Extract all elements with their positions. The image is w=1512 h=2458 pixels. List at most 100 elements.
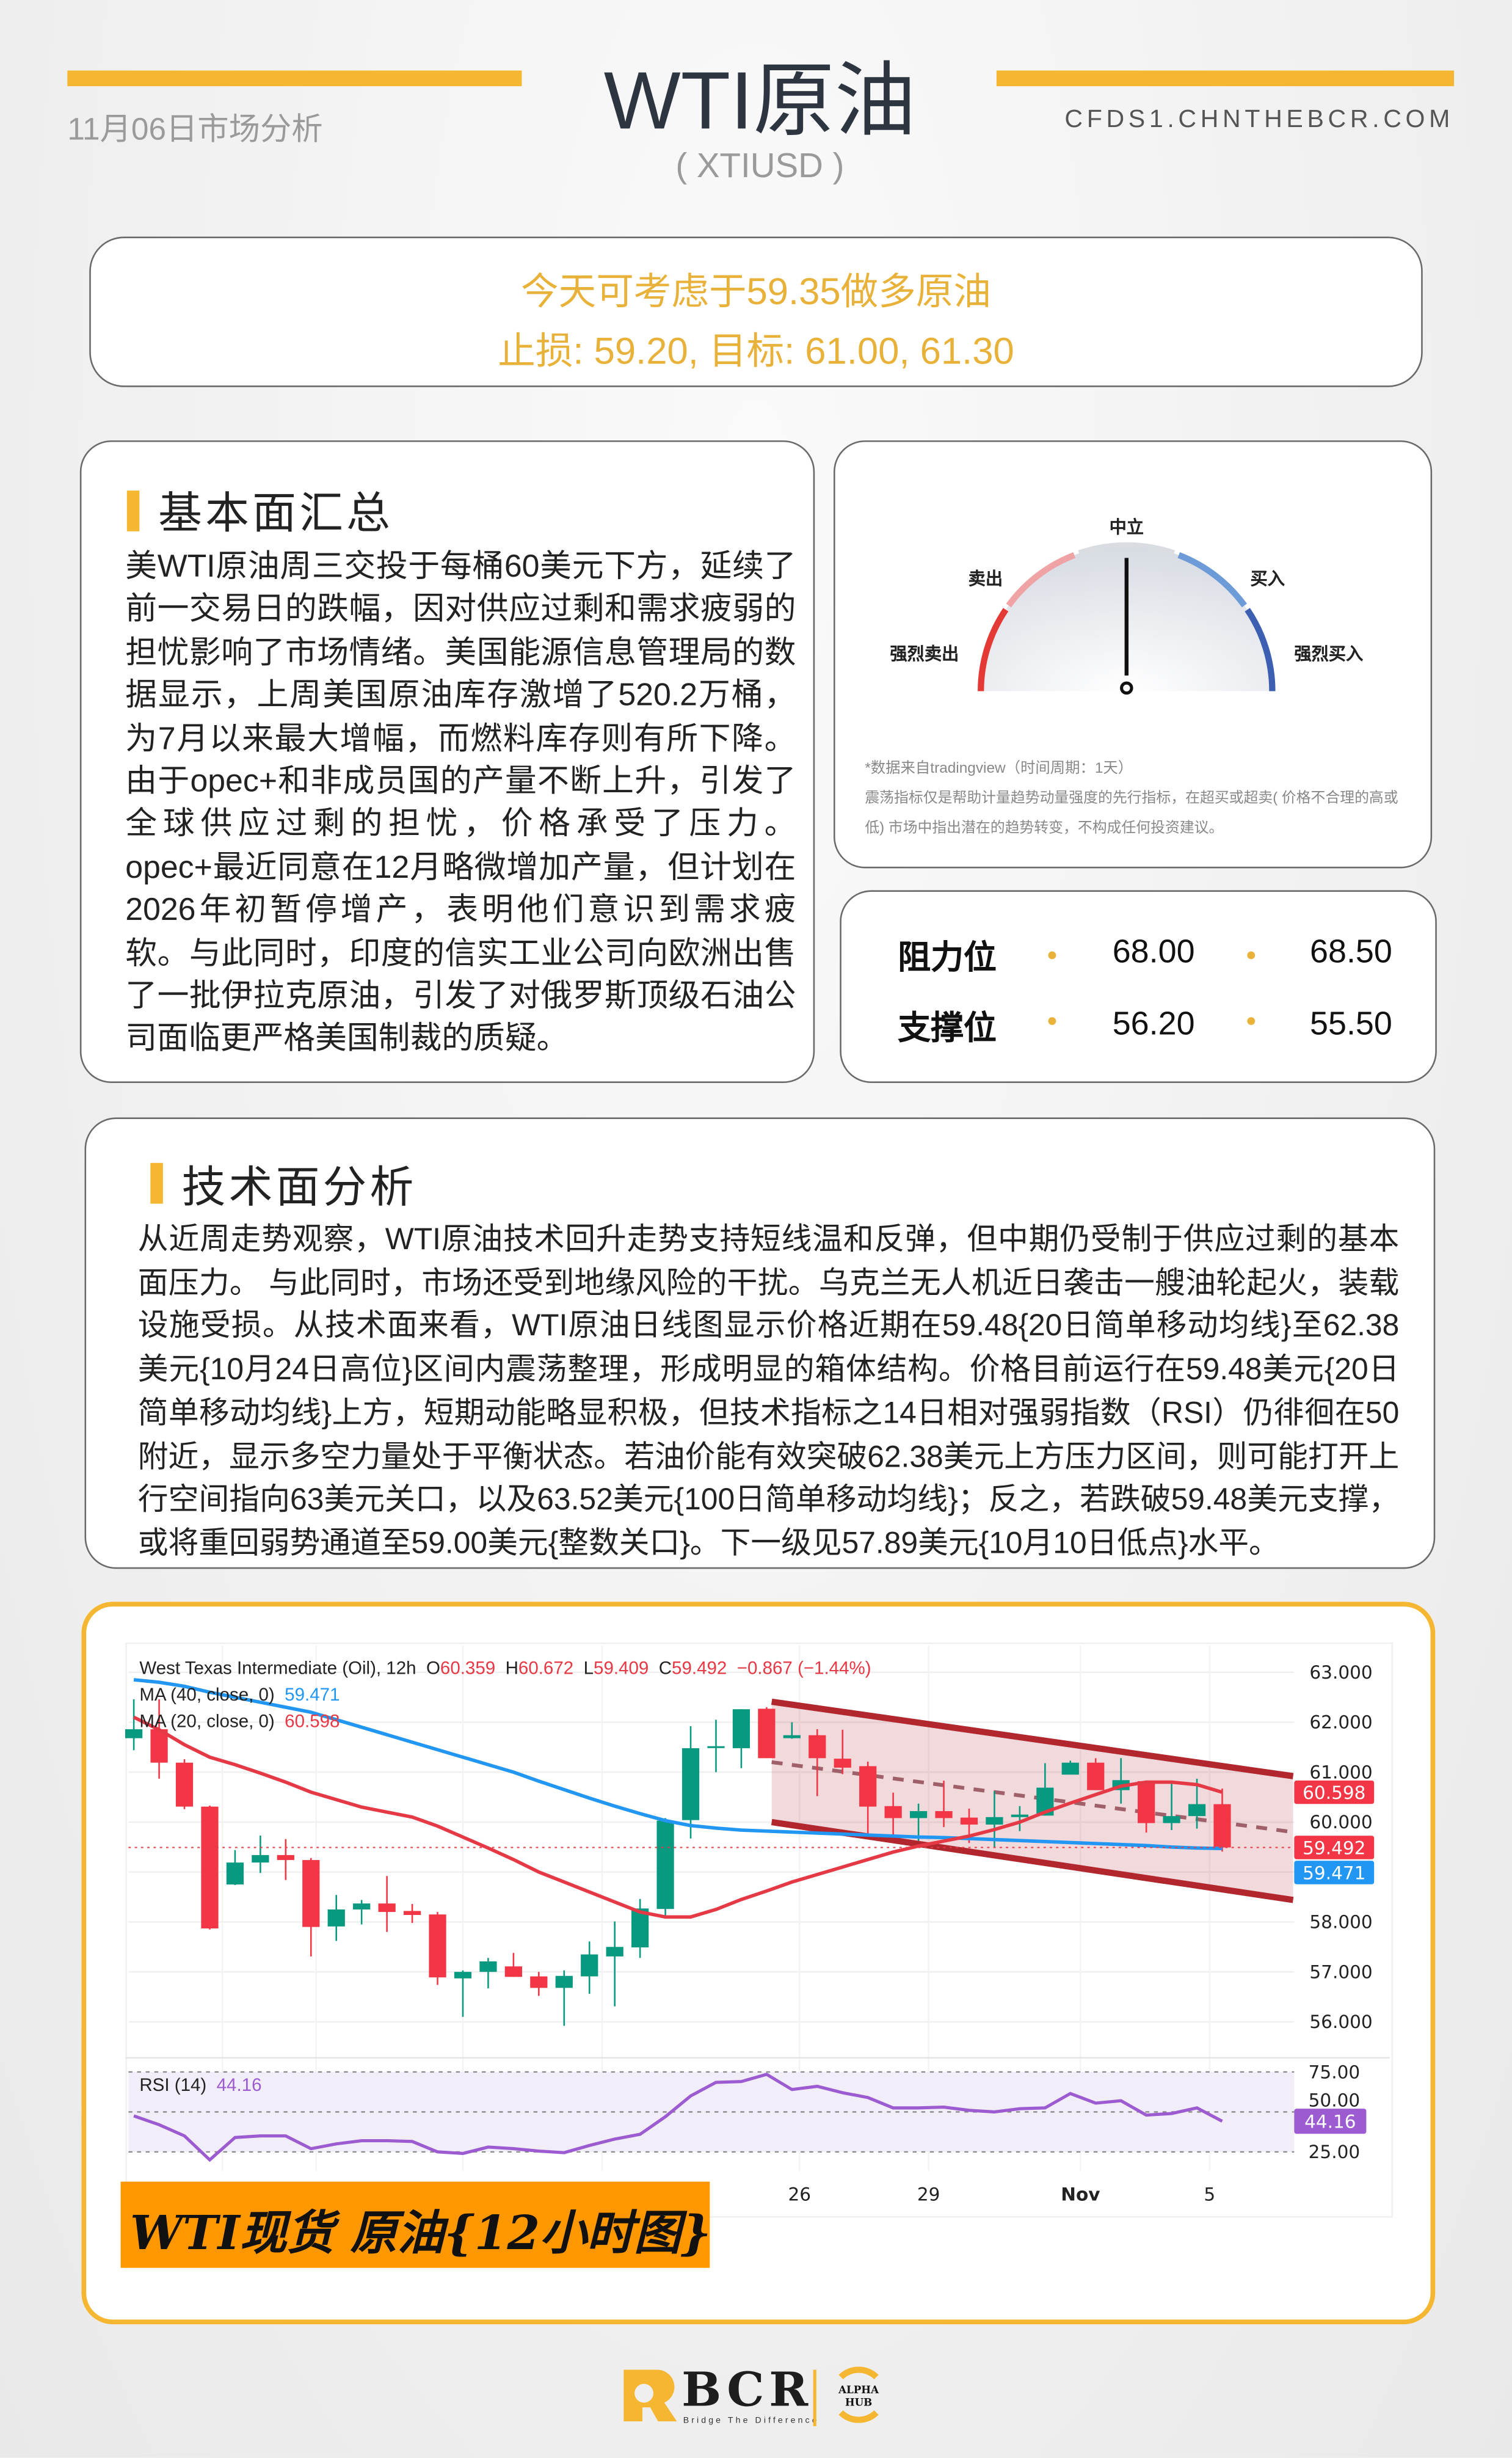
candle	[378, 1876, 396, 1932]
candle-body	[707, 1746, 725, 1748]
candle	[1061, 1760, 1079, 1775]
gauge-segment-strong-buy	[1245, 608, 1276, 691]
candle	[252, 1836, 269, 1873]
footer-divider	[813, 2369, 816, 2426]
resistance-level-1: 68.00	[1112, 934, 1195, 971]
time-axis-label: 29	[917, 2184, 940, 2205]
candle	[783, 1722, 801, 1739]
candle-body	[175, 1762, 194, 1807]
gauge-segment-buy	[1177, 552, 1248, 608]
ma40-line	[133, 1678, 1223, 1851]
candle	[1188, 1778, 1206, 1829]
footer-tagline: Bridge The Difference	[683, 2416, 820, 2426]
candle-body	[1213, 1804, 1231, 1848]
candle-body	[935, 1811, 953, 1818]
candle	[1087, 1758, 1105, 1790]
gauge-source-note: *数据来自tradingview（时间周期：1天）	[865, 760, 1133, 778]
candle	[277, 1839, 294, 1880]
channel-midline	[771, 1760, 1293, 1834]
candle-body	[252, 1854, 269, 1863]
alpha-hub-line1: ALPHA	[838, 2383, 879, 2397]
bullet-dot	[1048, 951, 1056, 960]
candle	[226, 1850, 244, 1885]
chart-caption-box: WTI现货 原油{12小时图}	[120, 2181, 711, 2268]
gauge-label-strong-buy: 强烈买入	[1294, 646, 1364, 665]
ma20-label: MA (20, close, 0)	[139, 1713, 275, 1732]
candle	[555, 1970, 573, 2026]
technical-analysis-card: 技术面分析 从近周走势观察，WTI原油技术回升走势支持短线温和反弹，但中期仍受制…	[84, 1117, 1436, 1569]
alpha-hub-text: ALPHA HUB	[837, 2384, 881, 2409]
candle	[707, 1720, 725, 1773]
candle-body	[1011, 1814, 1028, 1817]
gauge-segment-sell	[1006, 552, 1076, 608]
close-price-tag-bg	[1294, 1836, 1375, 1859]
candle-body	[555, 1975, 573, 1988]
low-value: 59.409	[594, 1660, 649, 1679]
ma40-value: 59.471	[285, 1686, 340, 1705]
ma20-value: 60.598	[285, 1713, 340, 1732]
fundamentals-card: 基本面汇总 美WTI原油周三交投于每桶60美元下方，延续了前一交易日的跌幅，因对…	[79, 440, 815, 1083]
candle	[681, 1726, 700, 1839]
ma40-legend: MA (40, close, 0) 59.471	[139, 1687, 340, 1705]
high-label: H	[505, 1660, 518, 1679]
candle-body	[606, 1947, 623, 1957]
support-level-2: 55.50	[1310, 1006, 1392, 1043]
candle	[884, 1792, 902, 1840]
date-label: 11月06日市场分析	[67, 112, 323, 148]
gauge-label-strong-sell: 强烈卖出	[890, 646, 959, 665]
bullet-dot	[1247, 951, 1256, 960]
candle	[403, 1904, 421, 1924]
gauge-label-sell: 卖出	[968, 570, 1003, 589]
support-label: 支撑位	[898, 1010, 997, 1047]
alpha-hub-line2: HUB	[845, 2396, 873, 2409]
price-axis-label: 62.000	[1309, 1712, 1372, 1733]
candle-body	[809, 1735, 826, 1759]
candle	[175, 1759, 194, 1809]
candle-body	[834, 1759, 851, 1768]
oscillator-gauge-card: 中立 卖出 买入 强烈卖出 强烈买入 *数据来自tradingview（时间周期…	[834, 440, 1433, 869]
candle-body	[378, 1903, 396, 1913]
high-value: 60.672	[518, 1660, 574, 1679]
bullet-dot	[1048, 1017, 1056, 1026]
price-axis-label: 56.000	[1309, 2011, 1372, 2032]
price-axis-label: 61.000	[1309, 1762, 1372, 1782]
bullet-dot	[1247, 1017, 1256, 1026]
close-value: 59.492	[672, 1660, 727, 1679]
ma40-price-tag: 59.471	[1303, 1862, 1365, 1883]
candle-body	[631, 1908, 649, 1948]
candle	[1213, 1789, 1231, 1852]
candle	[935, 1781, 953, 1828]
candle-body	[1061, 1762, 1079, 1775]
candle-body	[681, 1748, 700, 1820]
candle-body	[960, 1817, 978, 1825]
candle	[758, 1707, 776, 1759]
gauge-segment-neutral	[1078, 542, 1176, 556]
signal-entry: 今天可考虑于59.35做多原油	[521, 271, 991, 314]
heading-accent-bar	[150, 1162, 163, 1204]
candle-body	[504, 1966, 522, 1977]
candle-body	[783, 1735, 801, 1738]
candle	[429, 1912, 446, 1985]
candle-body	[732, 1709, 751, 1748]
resistance-label: 阻力位	[898, 940, 997, 977]
candle-body	[758, 1709, 776, 1759]
rsi-line	[133, 2073, 1223, 2162]
candle	[1011, 1806, 1028, 1831]
rsi-label: RSI (14)	[139, 2076, 207, 2096]
candle-body	[479, 1961, 497, 1972]
candle	[732, 1709, 751, 1768]
candle	[581, 1941, 598, 1994]
candle-body	[201, 1806, 219, 1929]
candle-body	[884, 1806, 902, 1818]
heading-accent-bar	[126, 491, 140, 531]
candle	[353, 1900, 371, 1925]
candle-body	[1138, 1781, 1155, 1823]
footer-brand: BCR	[681, 2363, 813, 2419]
open-label: O	[426, 1660, 440, 1679]
change-value: −0.867 (−1.44%)	[736, 1660, 871, 1679]
rsi-value: 44.16	[216, 2076, 262, 2096]
fundamentals-text: 美WTI原油周三交投于每桶60美元下方，延续了前一交易日的跌幅，因对供应过剩和需…	[125, 550, 796, 1057]
gauge-label-neutral: 中立	[1109, 519, 1144, 538]
